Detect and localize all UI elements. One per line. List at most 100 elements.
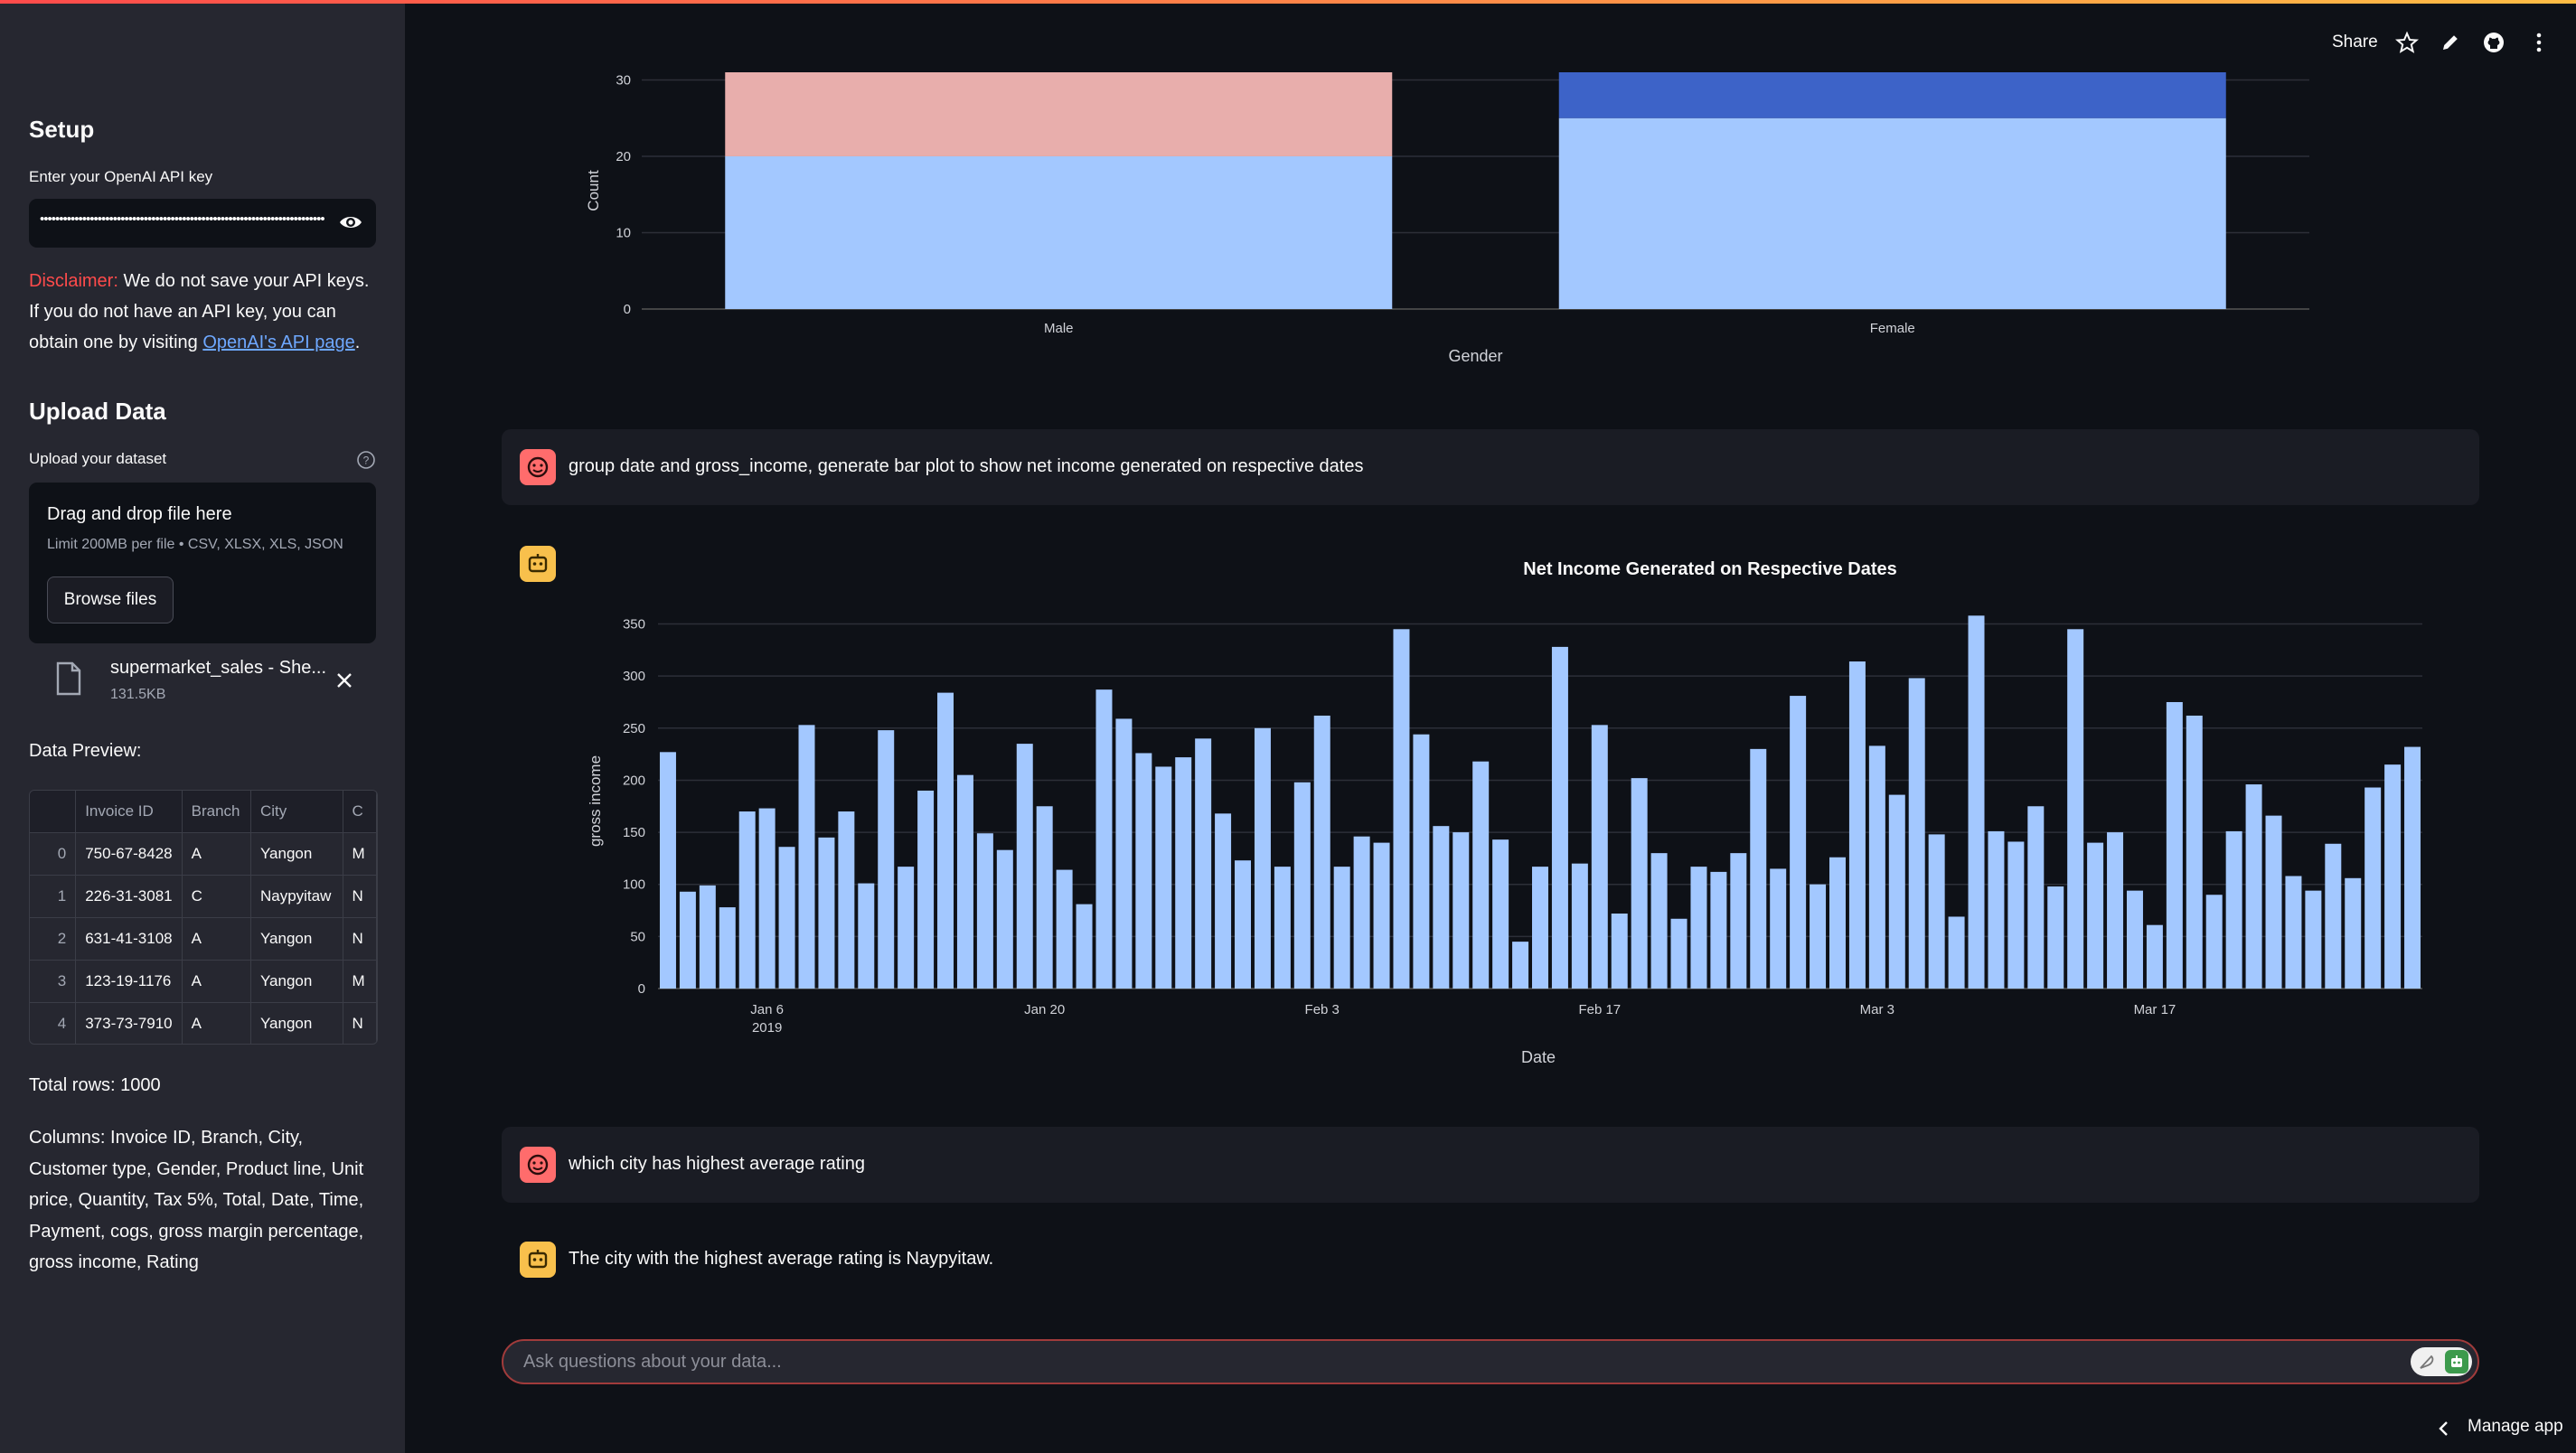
table-cell[interactable]: 4 xyxy=(30,1002,77,1044)
bar xyxy=(1611,914,1628,989)
table-cell[interactable]: Yangon xyxy=(250,960,343,1003)
help-icon[interactable]: ? xyxy=(356,450,376,474)
bar xyxy=(818,837,835,989)
bar xyxy=(2087,842,2104,989)
bar xyxy=(1254,727,1271,989)
table-cell[interactable]: 226-31-3081 xyxy=(75,875,183,918)
bar xyxy=(996,849,1013,989)
bar xyxy=(679,891,696,989)
bar xyxy=(1730,853,1747,989)
table-cell[interactable]: 631-41-3108 xyxy=(75,917,183,961)
openai-api-link[interactable]: OpenAI's API page xyxy=(202,333,355,352)
data-preview-table[interactable]: Invoice ID Branch City C 0 750-67-8428 A… xyxy=(29,790,378,1045)
gender-count-chart: 0 10 20 30 Male Female Gender Count xyxy=(585,72,2309,365)
table-header-row: Invoice ID Branch City C xyxy=(30,791,377,833)
send-button[interactable] xyxy=(2411,1347,2472,1376)
bar xyxy=(1631,778,1648,989)
table-cell[interactable]: N xyxy=(343,875,377,918)
income-chart-labels: 0 50 100 150 200 250 300 350 Jan 6 2019 Jan 20 Feb … xyxy=(587,559,2176,1066)
bar xyxy=(2027,806,2045,989)
bar xyxy=(2404,746,2421,989)
api-key-input[interactable]: ••••••••••••••••••••••••••••••••••••••••… xyxy=(29,199,376,248)
gender-chart-bars xyxy=(725,72,2226,309)
bar xyxy=(858,883,875,989)
bar xyxy=(2205,895,2223,989)
table-cell[interactable]: A xyxy=(182,917,251,961)
svg-text:?: ? xyxy=(363,455,370,467)
table-cell[interactable]: N xyxy=(343,917,377,961)
table-cell[interactable]: Yangon xyxy=(250,917,343,961)
manage-app-button[interactable]: Manage app xyxy=(2468,1417,2563,1436)
x-tick-sublabel: 2019 xyxy=(752,1020,782,1036)
table-cell[interactable]: M xyxy=(343,832,377,876)
bar xyxy=(1274,867,1291,989)
table-cell[interactable]: M xyxy=(343,960,377,1003)
table-cell[interactable]: A xyxy=(182,832,251,876)
x-tick-label: Jan 20 xyxy=(1024,1002,1065,1017)
bar xyxy=(2384,764,2402,989)
table-cell[interactable]: 2 xyxy=(30,917,77,961)
file-icon xyxy=(54,661,83,700)
pencil-icon[interactable] xyxy=(2439,31,2462,59)
table-cell[interactable]: 123-19-1176 xyxy=(75,960,183,1003)
table-cell[interactable]: A xyxy=(182,960,251,1003)
net-income-chart: 0 50 100 150 200 250 300 350 Jan 6 2019 Jan 20 Feb … xyxy=(587,559,2422,1066)
table-cell[interactable]: N xyxy=(343,1002,377,1044)
bar xyxy=(1472,761,1490,989)
x-tick-label: Feb 17 xyxy=(1578,1002,1621,1017)
bar xyxy=(1413,734,1430,989)
bar xyxy=(838,811,855,989)
chat-input-placeholder: Ask questions about your data... xyxy=(523,1352,782,1372)
table-header[interactable]: Invoice ID xyxy=(75,791,183,833)
bar xyxy=(937,692,954,989)
browse-files-button[interactable]: Browse files xyxy=(47,577,174,623)
file-dropzone[interactable]: Drag and drop file here Limit 200MB per … xyxy=(29,483,376,643)
table-cell[interactable]: Naypyitaw xyxy=(250,875,343,918)
bar xyxy=(2126,890,2143,989)
table-row: 1 226-31-3081 C Naypyitaw N xyxy=(30,875,377,918)
feather-icon xyxy=(2416,1351,2438,1377)
table-cell[interactable]: Yangon xyxy=(250,832,343,876)
x-tick-label: Female xyxy=(1870,321,1915,336)
bar xyxy=(2245,784,2262,989)
bar xyxy=(798,725,815,989)
table-cell[interactable]: 373-73-7910 xyxy=(75,1002,183,1044)
share-button[interactable]: Share xyxy=(2332,33,2378,52)
table-cell[interactable]: C xyxy=(182,875,251,918)
setup-heading: Setup xyxy=(29,116,95,143)
bar xyxy=(1056,869,1073,989)
sidebar: Setup Enter your OpenAI API key ••••••••… xyxy=(0,4,405,1453)
bar xyxy=(1373,842,1390,989)
table-cell[interactable]: 1 xyxy=(30,875,77,918)
top-decoration-bar xyxy=(0,0,2576,4)
table-header[interactable]: Branch xyxy=(182,791,251,833)
table-header[interactable]: C xyxy=(343,791,377,833)
bar xyxy=(1512,942,1529,989)
bar xyxy=(1670,918,1688,989)
user-avatar-icon xyxy=(520,1147,556,1183)
bar xyxy=(699,885,716,989)
chevron-left-icon[interactable] xyxy=(2435,1419,2453,1443)
bar xyxy=(956,774,973,989)
show-password-icon[interactable] xyxy=(338,210,363,239)
table-cell[interactable]: Yangon xyxy=(250,1002,343,1044)
bar xyxy=(758,808,776,989)
disclaimer-prefix: Disclaimer: xyxy=(29,271,118,291)
table-cell[interactable]: A xyxy=(182,1002,251,1044)
table-cell[interactable]: 3 xyxy=(30,960,77,1003)
bar xyxy=(1393,629,1410,989)
star-icon[interactable] xyxy=(2394,31,2420,59)
github-icon[interactable] xyxy=(2482,31,2505,59)
more-vertical-icon[interactable] xyxy=(2527,31,2551,59)
table-header[interactable]: City xyxy=(250,791,343,833)
assistant-avatar-icon xyxy=(520,1242,556,1278)
close-icon[interactable] xyxy=(334,670,354,695)
table-cell[interactable]: 0 xyxy=(30,832,77,876)
total-rows-text: Total rows: 1000 xyxy=(29,1075,161,1095)
chat-input[interactable]: Ask questions about your data... xyxy=(502,1339,2479,1384)
table-cell[interactable]: 750-67-8428 xyxy=(75,832,183,876)
table-header[interactable] xyxy=(30,791,77,833)
bar xyxy=(1988,830,2005,989)
y-tick-label: 250 xyxy=(623,721,645,736)
uploaded-file-size: 131.5KB xyxy=(110,687,166,702)
